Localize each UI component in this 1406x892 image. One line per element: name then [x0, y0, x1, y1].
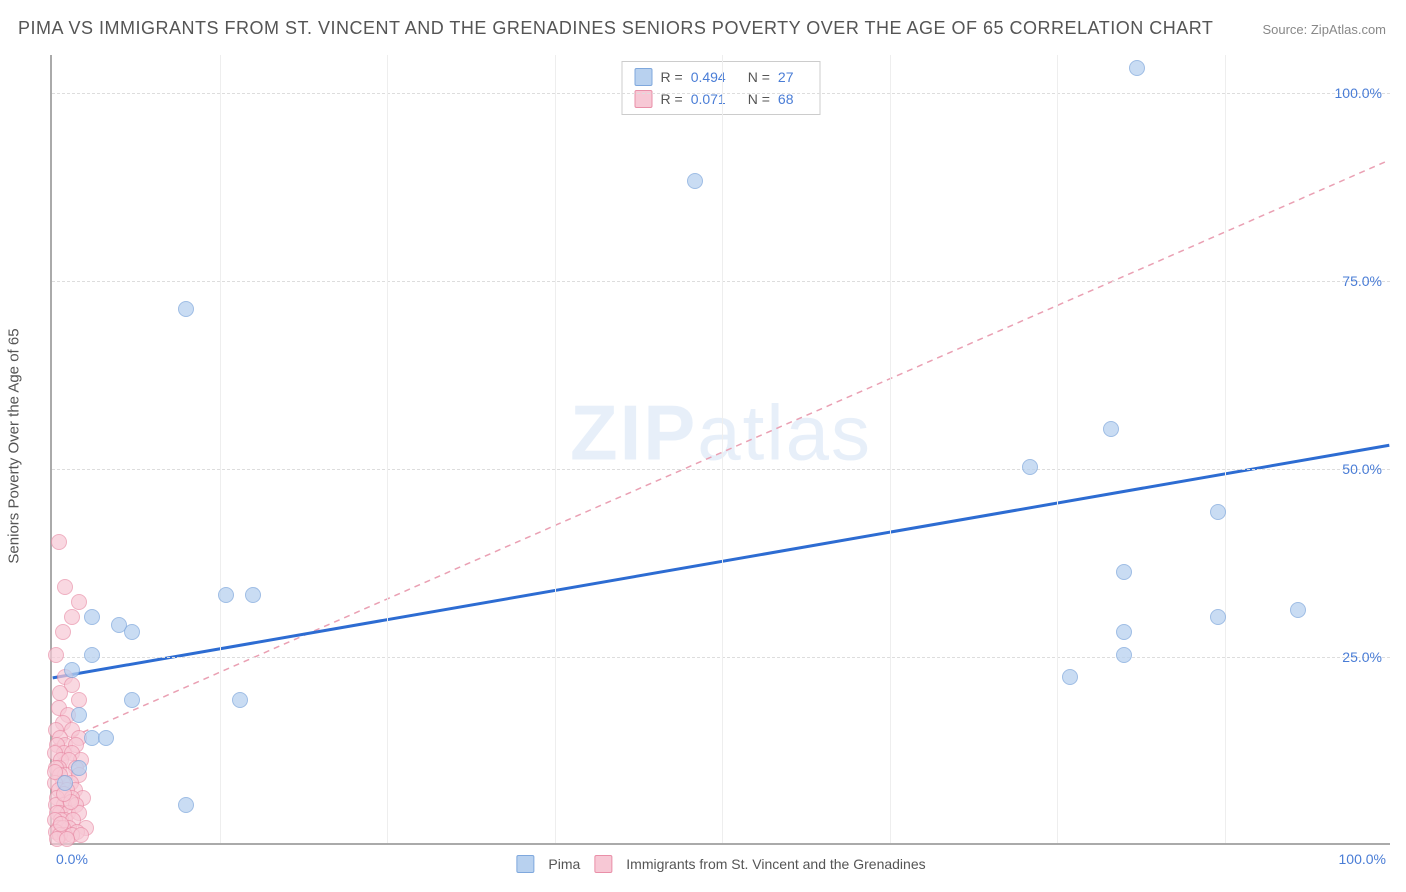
- gridline-v: [890, 55, 891, 843]
- data-point: [1210, 504, 1226, 520]
- data-point: [1290, 602, 1306, 618]
- trend-line: [53, 445, 1390, 678]
- data-point: [1062, 669, 1078, 685]
- data-point: [48, 647, 64, 663]
- gridline-h: [52, 93, 1390, 94]
- data-point: [124, 624, 140, 640]
- plot-area: ZIPatlas R =0.494N =27R =0.071N =68 Pima…: [50, 55, 1390, 845]
- y-axis-label: Seniors Poverty Over the Age of 65: [6, 328, 23, 563]
- gridline-v: [555, 55, 556, 843]
- chart-title: PIMA VS IMMIGRANTS FROM ST. VINCENT AND …: [18, 18, 1213, 39]
- y-tick-label: 75.0%: [1342, 273, 1382, 289]
- r-value: 0.494: [691, 69, 726, 85]
- gridline-h: [52, 469, 1390, 470]
- data-point: [1129, 60, 1145, 76]
- data-point: [71, 594, 87, 610]
- data-point: [55, 624, 71, 640]
- legend-swatch: [516, 855, 534, 873]
- data-point: [71, 692, 87, 708]
- data-point: [71, 760, 87, 776]
- n-label: N =: [748, 69, 770, 85]
- data-point: [1116, 624, 1132, 640]
- gridline-h: [52, 281, 1390, 282]
- legend-stat-row: R = 0.494 N = 27: [635, 66, 808, 88]
- watermark: ZIPatlas: [570, 388, 872, 479]
- x-tick-label: 100.0%: [1339, 851, 1386, 867]
- data-point: [1210, 609, 1226, 625]
- data-point: [57, 579, 73, 595]
- y-tick-label: 50.0%: [1342, 461, 1382, 477]
- legend-stats: R = 0.494 N = 27 R =0.071N =68: [622, 61, 821, 115]
- data-point: [84, 647, 100, 663]
- data-point: [73, 827, 89, 843]
- legend-label: Pima: [548, 856, 580, 872]
- data-point: [64, 609, 80, 625]
- data-point: [232, 692, 248, 708]
- n-value: 27: [778, 69, 794, 85]
- data-point: [53, 816, 69, 832]
- gridline-v: [1057, 55, 1058, 843]
- gridline-v: [220, 55, 221, 843]
- data-point: [64, 662, 80, 678]
- gridline-v: [1225, 55, 1226, 843]
- data-point: [1103, 421, 1119, 437]
- gridline-v: [387, 55, 388, 843]
- trend-lines-layer: [52, 55, 1390, 843]
- data-point: [51, 534, 67, 550]
- legend-series: Pima Immigrants from St. Vincent and the …: [516, 855, 925, 873]
- data-point: [84, 609, 100, 625]
- data-point: [124, 692, 140, 708]
- y-tick-label: 100.0%: [1335, 85, 1382, 101]
- data-point: [1116, 564, 1132, 580]
- data-point: [57, 775, 73, 791]
- data-point: [218, 587, 234, 603]
- data-point: [98, 730, 114, 746]
- data-point: [687, 173, 703, 189]
- source-label: Source: ZipAtlas.com: [1262, 22, 1386, 37]
- legend-swatch: [635, 68, 653, 86]
- legend-label: Immigrants from St. Vincent and the Gren…: [626, 856, 925, 872]
- legend-swatch: [594, 855, 612, 873]
- gridline-h: [52, 657, 1390, 658]
- r-label: R =: [661, 69, 683, 85]
- data-point: [52, 685, 68, 701]
- data-point: [59, 831, 75, 847]
- y-tick-label: 25.0%: [1342, 649, 1382, 665]
- legend-stat-row: R =0.071N =68: [635, 88, 808, 110]
- data-point: [71, 707, 87, 723]
- data-point: [178, 797, 194, 813]
- data-point: [178, 301, 194, 317]
- data-point: [1022, 459, 1038, 475]
- data-point: [245, 587, 261, 603]
- gridline-v: [722, 55, 723, 843]
- data-point: [1116, 647, 1132, 663]
- x-tick-label: 0.0%: [56, 851, 88, 867]
